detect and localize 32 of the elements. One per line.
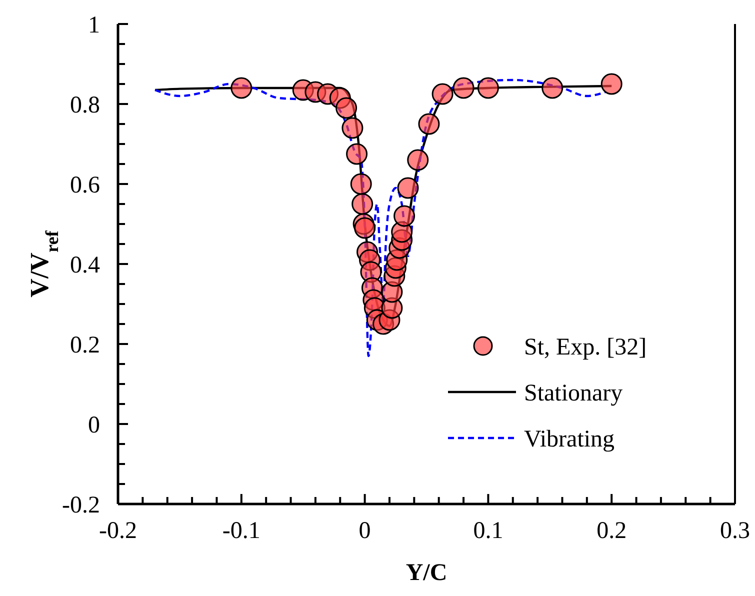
y-tick-label: 1 bbox=[88, 12, 100, 38]
x-tick-label: 0.2 bbox=[596, 518, 627, 544]
point bbox=[336, 97, 358, 119]
x-axis-title: Y/C bbox=[406, 560, 448, 586]
point bbox=[600, 73, 622, 95]
point bbox=[418, 113, 440, 135]
point bbox=[352, 193, 374, 215]
point bbox=[407, 149, 429, 171]
point bbox=[452, 77, 474, 99]
y-tick-label: 0.2 bbox=[70, 332, 100, 358]
point bbox=[342, 117, 364, 139]
point bbox=[397, 177, 419, 199]
point bbox=[394, 205, 416, 227]
x-tick-label: 0.1 bbox=[473, 518, 504, 544]
point bbox=[432, 83, 454, 105]
x-tick-label: 0.3 bbox=[720, 518, 750, 544]
point bbox=[354, 217, 376, 239]
point bbox=[542, 77, 564, 99]
legend-label: St, Exp. [32] bbox=[524, 334, 647, 360]
y-tick-label: 0.4 bbox=[70, 252, 100, 278]
point bbox=[346, 143, 368, 165]
point bbox=[477, 77, 499, 99]
x-tick-label: -0.1 bbox=[222, 518, 260, 544]
point bbox=[230, 77, 252, 99]
legend-label: Stationary bbox=[524, 380, 623, 406]
x-tick-label: 0 bbox=[358, 518, 371, 544]
y-tick-label: 0 bbox=[88, 412, 100, 438]
legend-label: Vibrating bbox=[524, 426, 615, 452]
y-tick-label: -0.2 bbox=[62, 492, 100, 518]
y-tick-label: 0.8 bbox=[70, 92, 100, 118]
point bbox=[350, 173, 372, 195]
y-tick-label: 0.6 bbox=[70, 172, 100, 198]
